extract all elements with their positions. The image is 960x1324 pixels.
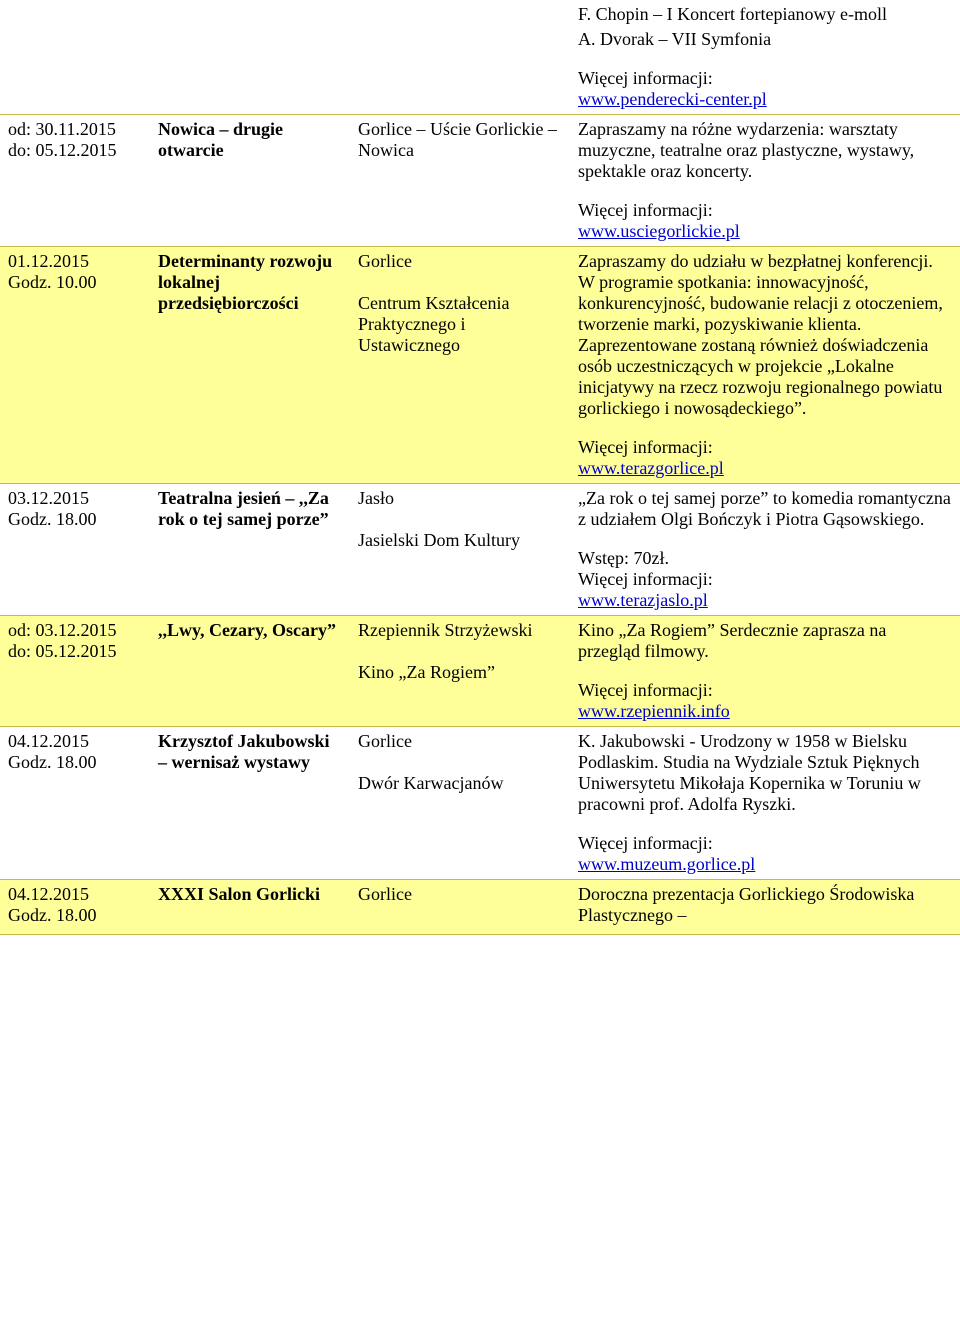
event-description: F. Chopin – I Koncert fortepianowy e-mol… xyxy=(570,0,960,115)
more-info-label: Więcej informacji: xyxy=(578,569,952,590)
table-row: 04.12.2015Godz. 18.00XXXI Salon Gorlicki… xyxy=(0,880,960,935)
events-table: F. Chopin – I Koncert fortepianowy e-mol… xyxy=(0,0,960,935)
event-link[interactable]: www.terazgorlice.pl xyxy=(578,458,724,478)
description-text: Zapraszamy na różne wydarzenia: warsztat… xyxy=(578,119,952,182)
event-title: ,,Lwy, Cezary, Oscary” xyxy=(150,616,350,727)
event-location: Rzepiennik StrzyżewskiKino „Za Rogiem” xyxy=(350,616,570,727)
event-location: Gorlice – Uście Gorlickie – Nowica xyxy=(350,115,570,247)
event-title: Nowica – drugie otwarcie xyxy=(150,115,350,247)
description-text: „Za rok o tej samej porze” to komedia ro… xyxy=(578,488,952,530)
table-row: 04.12.2015Godz. 18.00Krzysztof Jakubowsk… xyxy=(0,727,960,880)
event-date: 04.12.2015Godz. 18.00 xyxy=(0,880,150,935)
event-location: Gorlice xyxy=(350,880,570,935)
more-info-label: Więcej informacji: xyxy=(578,833,952,854)
event-link[interactable]: www.rzepiennik.info xyxy=(578,701,730,721)
description-text: Zapraszamy do udziału w bezpłatnej konfe… xyxy=(578,251,952,419)
table-row: 03.12.2015Godz. 18.00Teatralna jesień – … xyxy=(0,484,960,616)
event-title: Krzysztof Jakubowski – wernisaż wystawy xyxy=(150,727,350,880)
more-info-label: Więcej informacji: xyxy=(578,437,952,458)
table-row: F. Chopin – I Koncert fortepianowy e-mol… xyxy=(0,0,960,115)
admission-price: Wstęp: 70zł. xyxy=(578,548,952,569)
event-description: K. Jakubowski - Urodzony w 1958 w Bielsk… xyxy=(570,727,960,880)
event-link[interactable]: www.muzeum.gorlice.pl xyxy=(578,854,755,874)
event-title: Determinanty rozwoju lokalnej przedsiębi… xyxy=(150,247,350,484)
description-text: Doroczna prezentacja Gorlickiego Środowi… xyxy=(578,884,952,926)
event-title xyxy=(150,0,350,115)
event-description: Zapraszamy na różne wydarzenia: warsztat… xyxy=(570,115,960,247)
event-date xyxy=(0,0,150,115)
table-row: od: 30.11.2015do: 05.12.2015Nowica – dru… xyxy=(0,115,960,247)
event-location: JasłoJasielski Dom Kultury xyxy=(350,484,570,616)
event-link[interactable]: www.terazjaslo.pl xyxy=(578,590,708,610)
event-link[interactable]: www.penderecki-center.pl xyxy=(578,89,767,109)
event-date: 01.12.2015Godz. 10.00 xyxy=(0,247,150,484)
event-description: Doroczna prezentacja Gorlickiego Środowi… xyxy=(570,880,960,935)
more-info-label: Więcej informacji: xyxy=(578,200,952,221)
description-text: F. Chopin – I Koncert fortepianowy e-mol… xyxy=(578,4,952,25)
event-description: „Za rok o tej samej porze” to komedia ro… xyxy=(570,484,960,616)
more-info-label: Więcej informacji: xyxy=(578,680,952,701)
table-row: od: 03.12.2015do: 05.12.2015,,Lwy, Cezar… xyxy=(0,616,960,727)
event-location: GorliceCentrum Kształcenia Praktycznego … xyxy=(350,247,570,484)
event-location xyxy=(350,0,570,115)
event-title: XXXI Salon Gorlicki xyxy=(150,880,350,935)
table-row: 01.12.2015Godz. 10.00Determinanty rozwoj… xyxy=(0,247,960,484)
description-text: K. Jakubowski - Urodzony w 1958 w Bielsk… xyxy=(578,731,952,815)
event-description: Zapraszamy do udziału w bezpłatnej konfe… xyxy=(570,247,960,484)
event-date: 04.12.2015Godz. 18.00 xyxy=(0,727,150,880)
description-text: Kino „Za Rogiem” Serdecznie zaprasza na … xyxy=(578,620,952,662)
event-date: od: 03.12.2015do: 05.12.2015 xyxy=(0,616,150,727)
event-title: Teatralna jesień – ,,Za rok o tej samej … xyxy=(150,484,350,616)
description-text: A. Dvorak – VII Symfonia xyxy=(578,29,952,50)
more-info-label: Więcej informacji: xyxy=(578,68,952,89)
event-date: od: 30.11.2015do: 05.12.2015 xyxy=(0,115,150,247)
event-date: 03.12.2015Godz. 18.00 xyxy=(0,484,150,616)
event-description: Kino „Za Rogiem” Serdecznie zaprasza na … xyxy=(570,616,960,727)
event-link[interactable]: www.usciegorlickie.pl xyxy=(578,221,740,241)
event-location: GorliceDwór Karwacjanów xyxy=(350,727,570,880)
